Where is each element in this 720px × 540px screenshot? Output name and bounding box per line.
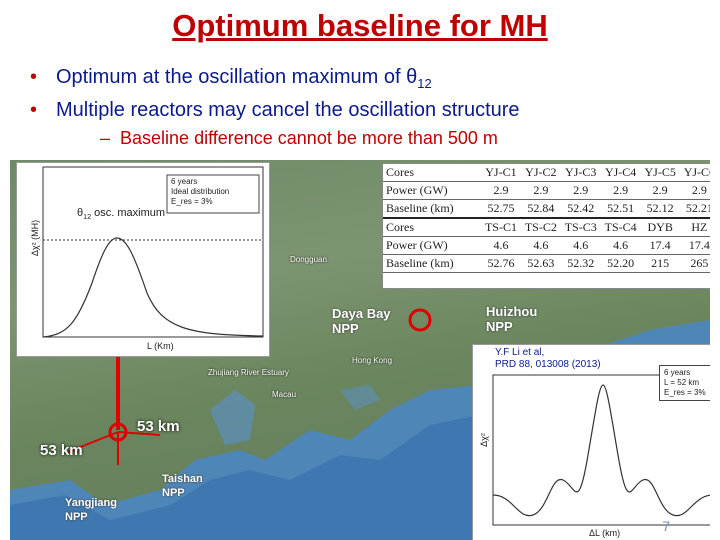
table-row: Power (GW) 2.9 2.9 2.9 2.9 2.9 2.9: [383, 181, 710, 200]
huizhou-label: Huizhou NPP: [486, 304, 538, 334]
yangjiang-label: Yangjiang NPP: [65, 497, 117, 523]
table-cell: 2.9: [640, 181, 680, 200]
table-cell: TS-C4: [600, 218, 641, 237]
bullet-2-text: Multiple reactors may cancel the oscilla…: [56, 99, 520, 121]
table-cell: 4.6: [481, 236, 521, 255]
sub-bullet-text: Baseline difference cannot be more than …: [120, 128, 498, 148]
left-graph-plot: [42, 166, 264, 338]
left-graph-ylabel: Δχ² (MH): [30, 219, 41, 257]
table-cell: 52.12: [640, 199, 680, 219]
place-hongkong: Hong Kong: [352, 356, 393, 365]
distance-left-label: 53 km: [40, 442, 83, 459]
place-dongguan: Dongguan: [290, 255, 327, 264]
right-graph-legend: 6 years L = 52 km E_res = 3%: [659, 365, 710, 401]
table-cell: 52.51: [600, 199, 641, 219]
table-cell: 52.32: [560, 254, 601, 273]
bullet-1-sub: 12: [417, 76, 432, 91]
bullet-1: • Optimum at the oscillation maximum of …: [30, 66, 710, 91]
table-cell: 265: [679, 254, 710, 273]
table-row: Baseline (km) 52.76 52.63 52.32 52.20 215 265: [383, 254, 710, 273]
table-cell: 4.6: [560, 236, 601, 255]
table-cell: YJ-C4: [600, 164, 641, 182]
table-cell: 4.6: [520, 236, 561, 255]
right-graph-plot: [492, 374, 710, 526]
table-cell: 52.84: [520, 199, 561, 219]
table-cell: TS-C2: [520, 218, 561, 237]
table-cell: Cores: [383, 218, 481, 237]
table-cell: YJ-C5: [640, 164, 680, 182]
reactor-table: CoresYJ-C1YJ-C2YJ-C3YJ-C4YJ-C5YJ-C6Power…: [382, 163, 710, 289]
table-cell: 2.9: [679, 181, 710, 200]
table-cell: 52.75: [481, 199, 521, 219]
table-cell: 17.4: [679, 236, 710, 255]
dayabay-label: Daya Bay NPP: [332, 306, 391, 336]
left-graph-xlabel: L (Km): [147, 341, 174, 351]
table-cell: 52.20: [600, 254, 641, 273]
table-cell: 17.4: [640, 236, 680, 255]
table-cell: 2.9: [520, 181, 561, 200]
table-cell: 52.63: [520, 254, 561, 273]
distance-right-label: 53 km: [137, 418, 180, 435]
table-cell: YJ-C3: [560, 164, 601, 182]
table-cell: 4.6: [600, 236, 641, 255]
table-cell: HZ: [679, 218, 710, 237]
bullet-dot-icon: •: [30, 66, 38, 88]
table-cell: 2.9: [481, 181, 521, 200]
table-cell: 2.9: [600, 181, 641, 200]
place-estuary: Zhujiang River Estuary: [208, 368, 289, 377]
taishan-label: Taishan NPP: [162, 473, 203, 499]
table-cell: Power (GW): [383, 181, 481, 200]
table-cell: 52.21: [679, 199, 710, 219]
bullet-list: • Optimum at the oscillation maximum of …: [30, 66, 710, 149]
table-cell: 2.9: [560, 181, 601, 200]
left-graph-legend: 6 years Ideal distribution E_res = 3%: [171, 177, 230, 206]
citation: Y.F Li et al, PRD 88, 013008 (2013): [495, 347, 601, 370]
right-chi2-graph: Y.F Li et al, PRD 88, 013008 (2013) 6 yea…: [472, 344, 710, 540]
table-cell: YJ-C2: [520, 164, 561, 182]
place-macau: Macau: [272, 390, 297, 399]
sub-bullet: – Baseline difference cannot be more than…: [30, 128, 710, 149]
satellite-map: θ12 osc. maximum 6 years Ideal distribut…: [10, 160, 710, 540]
table-cell: 52.76: [481, 254, 521, 273]
table-cell: YJ-C6: [679, 164, 710, 182]
table-cell: Power (GW): [383, 236, 481, 255]
right-graph-ylabel: Δχ²: [478, 433, 489, 447]
table-cell: YJ-C1: [481, 164, 521, 182]
table-cell: 215: [640, 254, 680, 273]
bullet-2: • Multiple reactors may cancel the oscil…: [30, 99, 710, 122]
bullet-1-text: Optimum at the oscillation maximum of θ: [56, 66, 418, 88]
table-cell: TS-C3: [560, 218, 601, 237]
slide-title: Optimum baseline for MH: [172, 8, 548, 43]
table-cell: DYB: [640, 218, 680, 237]
table-cell: Baseline (km): [383, 199, 481, 219]
table-row: Baseline (km) 52.75 52.84 52.42 52.51 52.12 52…: [383, 199, 710, 219]
dash-icon: –: [100, 128, 111, 148]
right-graph-xlabel: ΔL (km): [589, 528, 621, 538]
table-cell: TS-C1: [481, 218, 521, 237]
bullet-dot-icon: •: [30, 99, 38, 121]
table-row: Power (GW) 4.6 4.6 4.6 4.6 17.4 17.4: [383, 236, 710, 255]
table-row: Cores TS-C1 TS-C2 TS-C3 TS-C4 DYB HZ: [383, 218, 710, 237]
osc-max-annotation: θ12 osc. maximum: [77, 207, 166, 222]
table-cell: 52.42: [560, 199, 601, 219]
left-chi2-graph: θ12 osc. maximum 6 years Ideal distribut…: [16, 162, 270, 357]
page-number: 7: [662, 518, 670, 534]
table-cell: Cores: [383, 164, 481, 182]
table-cell: Baseline (km): [383, 254, 481, 273]
